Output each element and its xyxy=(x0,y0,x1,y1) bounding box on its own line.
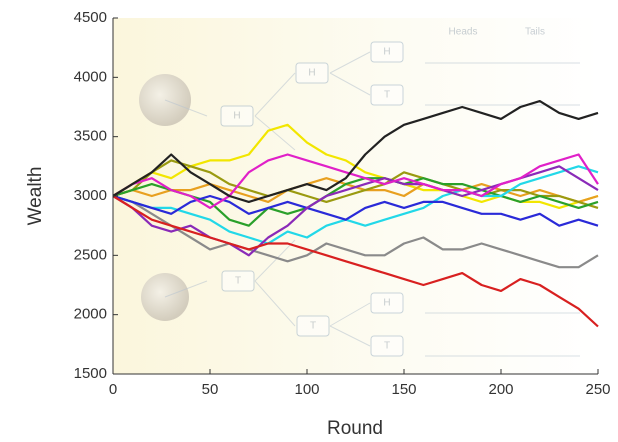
series-line xyxy=(112,100,599,203)
series-line xyxy=(112,165,599,245)
series-line xyxy=(112,195,599,328)
x-tick-label: 200 xyxy=(488,381,513,398)
diagram-label: T xyxy=(235,276,241,287)
y-tick-label: 4000 xyxy=(74,68,107,85)
diagram-box xyxy=(221,270,255,292)
diagram-label: H xyxy=(383,298,390,309)
series-line xyxy=(112,194,599,227)
diagram-label: H xyxy=(308,68,315,79)
diagram-box xyxy=(296,315,330,337)
diagram-label: T xyxy=(310,321,316,332)
y-axis-title: Wealth xyxy=(25,167,46,226)
plot-area xyxy=(112,100,599,328)
y-tick-label: 1500 xyxy=(74,365,107,382)
diagram-box xyxy=(370,335,404,357)
series-line xyxy=(112,159,599,209)
y-tick-label: 3500 xyxy=(74,128,107,145)
series-line xyxy=(112,194,599,269)
x-tick-label: 100 xyxy=(294,381,319,398)
diagram-label: Heads xyxy=(449,27,478,38)
diagram-label: Tails xyxy=(525,27,545,38)
plot-background xyxy=(113,18,598,374)
x-tick-label: 150 xyxy=(391,381,416,398)
diagram-label: H xyxy=(383,47,390,58)
background-diagram: Heads Tails H H H T T T H T xyxy=(164,27,580,357)
x-tick-label: 0 xyxy=(109,381,117,398)
x-axis-title: Round xyxy=(327,418,383,439)
y-tick-label: 3000 xyxy=(74,187,107,204)
x-tick-label: 50 xyxy=(202,381,219,398)
x-tick-label: 250 xyxy=(585,381,610,398)
diagram-label: T xyxy=(384,90,390,101)
y-tick-label: 2000 xyxy=(74,306,107,323)
y-tick-label: 4500 xyxy=(74,9,107,26)
diagram-connectors xyxy=(164,51,580,357)
diagram-box xyxy=(295,62,329,84)
series-line xyxy=(112,153,599,209)
diagram-label: T xyxy=(384,341,390,352)
diagram-box xyxy=(370,41,404,63)
y-tick-label: 2500 xyxy=(74,246,107,263)
diagram-box xyxy=(370,292,404,314)
diagram-label: H xyxy=(233,111,240,122)
diagram-box xyxy=(220,105,254,127)
diagram-box xyxy=(370,84,404,106)
